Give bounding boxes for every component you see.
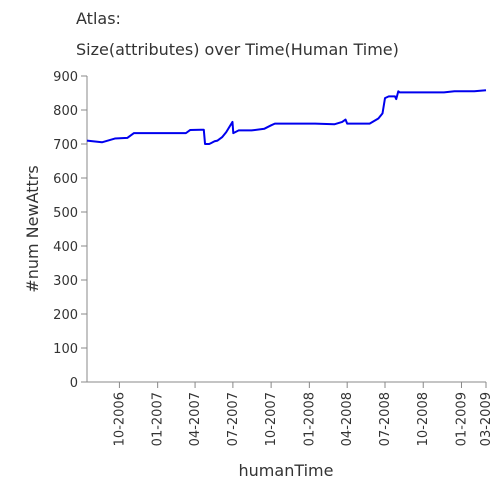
x-axis-label: humanTime <box>239 461 334 480</box>
y-tick-label: 500 <box>53 206 78 221</box>
y-axis: 0 100 200 300 400 500 600 700 800 900 <box>53 70 88 391</box>
y-tick-label: 200 <box>53 308 78 323</box>
y-axis-label: #num NewAttrs <box>23 165 42 292</box>
x-tick-label: 10-2006 <box>112 392 127 446</box>
y-tick-label: 600 <box>53 172 78 187</box>
y-tick-label: 800 <box>53 104 78 119</box>
y-tick-label: 700 <box>53 138 78 153</box>
x-tick-label: 04-2008 <box>340 392 355 446</box>
x-tick-label: 03-2009 <box>479 392 494 446</box>
x-tick-label: 01-2009 <box>454 392 469 446</box>
chart-title: Atlas: <box>76 9 121 28</box>
y-tick-label: 0 <box>70 376 78 391</box>
y-tick-label: 100 <box>53 342 78 357</box>
series-layer <box>86 89 487 145</box>
x-tick-label: 07-2008 <box>378 392 393 446</box>
y-tick-label: 900 <box>53 70 78 85</box>
x-tick-label: 01-2007 <box>151 392 166 446</box>
x-tick-label: 04-2007 <box>188 392 203 446</box>
y-tick-label: 300 <box>53 274 78 289</box>
series-line <box>86 89 487 145</box>
y-tick-label: 400 <box>53 240 78 255</box>
x-axis: 10-2006 01-2007 04-2007 07-2007 10-2007 01-20… <box>87 381 494 446</box>
x-tick-label: 07-2007 <box>226 392 241 446</box>
x-tick-label: 10-2007 <box>264 392 279 446</box>
chart-subtitle: Size(attributes) over Time(Human Time) <box>76 40 399 59</box>
x-tick-label: 01-2008 <box>302 392 317 446</box>
x-tick-label: 10-2008 <box>416 392 431 446</box>
